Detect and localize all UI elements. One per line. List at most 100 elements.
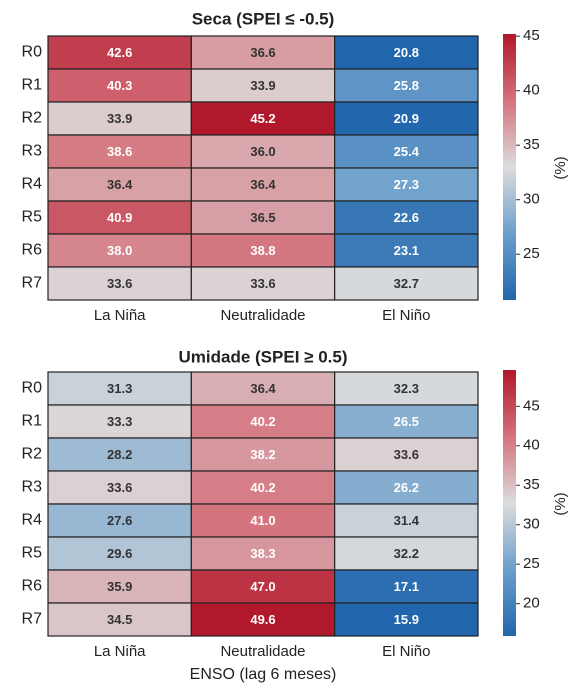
heatmap-cell <box>190 266 336 301</box>
x-tick-label: Neutralidade <box>220 643 305 660</box>
cell-label: 36.6 <box>250 45 275 60</box>
cell-label: 36.0 <box>250 144 275 159</box>
colorbar-tick-label: 25 <box>523 555 540 572</box>
cell-label: 41.0 <box>250 513 275 528</box>
heatmap-cell <box>334 68 479 103</box>
cell-label: 32.3 <box>394 381 419 396</box>
row-label: R6 <box>22 242 43 259</box>
cell-label: 23.1 <box>394 243 419 258</box>
heatmap-cell <box>190 35 336 70</box>
cell-label: 40.9 <box>107 210 132 225</box>
row-label: R4 <box>22 512 43 529</box>
cell-label: 28.2 <box>107 447 132 462</box>
row-label: R4 <box>22 176 43 193</box>
cell-label: 34.5 <box>107 612 132 627</box>
heatmap-cell <box>334 233 479 268</box>
colorbar-label: (%) <box>552 156 568 179</box>
x-tick-label: La Niña <box>94 307 146 324</box>
heatmap-cell <box>47 233 192 268</box>
cell-label: 35.9 <box>107 579 132 594</box>
row-label: R2 <box>22 110 43 127</box>
colorbar-tick-label: 45 <box>523 397 540 414</box>
cell-label: 49.6 <box>250 612 275 627</box>
colorbar-label: (%) <box>552 492 568 515</box>
x-axis-label: ENSO (lag 6 meses) <box>190 666 337 683</box>
colorbar-tick-label: 40 <box>523 82 540 99</box>
row-label: R7 <box>22 275 43 292</box>
x-tick-label: El Niño <box>382 307 430 324</box>
cell-label: 40.2 <box>250 414 275 429</box>
cell-label: 22.6 <box>394 210 419 225</box>
row-label: R1 <box>22 413 43 430</box>
x-tick-label: Neutralidade <box>220 307 305 324</box>
heatmap-cell <box>47 35 192 70</box>
cell-label: 26.5 <box>394 414 419 429</box>
cell-label: 36.4 <box>107 177 133 192</box>
heatmap-cell <box>190 503 336 538</box>
cell-label: 38.0 <box>107 243 132 258</box>
heatmap-cell <box>47 266 192 301</box>
cell-label: 25.4 <box>394 144 420 159</box>
colorbar-tick-label: 30 <box>523 191 540 208</box>
heatmap-cell <box>334 503 479 538</box>
colorbar-tick-label: 35 <box>523 476 540 493</box>
heatmap-cell <box>334 266 479 301</box>
heatmap-cell <box>334 200 479 235</box>
heatmap-cell <box>334 404 479 439</box>
cell-label: 32.7 <box>394 276 419 291</box>
cell-label: 38.8 <box>250 243 275 258</box>
row-label: R5 <box>22 209 43 226</box>
heatmap-cell <box>334 602 479 637</box>
heatmap-cell <box>190 233 336 268</box>
colorbar-tick-label: 35 <box>523 136 540 153</box>
cell-label: 20.8 <box>394 45 419 60</box>
colorbar-tick-label: 20 <box>523 595 540 612</box>
colorbar-tick-label: 45 <box>523 27 540 44</box>
row-label: R0 <box>22 380 43 397</box>
heatmap-cell <box>47 569 192 604</box>
cell-label: 33.6 <box>394 447 419 462</box>
heatmap-cell <box>190 167 336 202</box>
heatmap-cell <box>47 200 192 235</box>
cell-label: 45.2 <box>250 111 275 126</box>
cell-label: 38.6 <box>107 144 132 159</box>
row-label: R3 <box>22 143 43 160</box>
cell-label: 36.4 <box>250 177 276 192</box>
row-label: R2 <box>22 446 43 463</box>
cell-label: 32.2 <box>394 546 419 561</box>
heatmap-cell <box>190 470 336 505</box>
cell-label: 36.5 <box>250 210 275 225</box>
cell-label: 40.3 <box>107 78 132 93</box>
cell-label: 33.6 <box>107 276 132 291</box>
cell-label: 29.6 <box>107 546 132 561</box>
cell-label: 33.9 <box>250 78 275 93</box>
cell-label: 42.6 <box>107 45 132 60</box>
cell-label: 15.9 <box>394 612 419 627</box>
row-label: R3 <box>22 479 43 496</box>
chart-title: Umidade (SPEI ≥ 0.5) <box>179 347 348 366</box>
x-tick-label: La Niña <box>94 643 146 660</box>
heatmap-cell <box>190 536 336 571</box>
cell-label: 33.6 <box>250 276 275 291</box>
colorbar <box>503 34 516 300</box>
heatmap-cell <box>190 200 336 235</box>
cell-label: 38.3 <box>250 546 275 561</box>
row-label: R5 <box>22 545 43 562</box>
cell-label: 31.4 <box>394 513 420 528</box>
heatmap-cell <box>47 404 192 439</box>
row-label: R1 <box>22 77 43 94</box>
row-label: R6 <box>22 578 43 595</box>
colorbar-tick-label: 25 <box>523 245 540 262</box>
colorbar <box>503 370 516 636</box>
heatmap-cell <box>190 371 336 406</box>
colorbar-tick-label: 30 <box>523 516 540 533</box>
heatmap-cell <box>334 569 479 604</box>
heatmap-cell <box>334 536 479 571</box>
row-label: R0 <box>22 44 43 61</box>
x-tick-label: El Niño <box>382 643 430 660</box>
heatmap-cell <box>47 470 192 505</box>
cell-label: 31.3 <box>107 381 132 396</box>
heatmap-cell <box>190 404 336 439</box>
cell-label: 26.2 <box>394 480 419 495</box>
